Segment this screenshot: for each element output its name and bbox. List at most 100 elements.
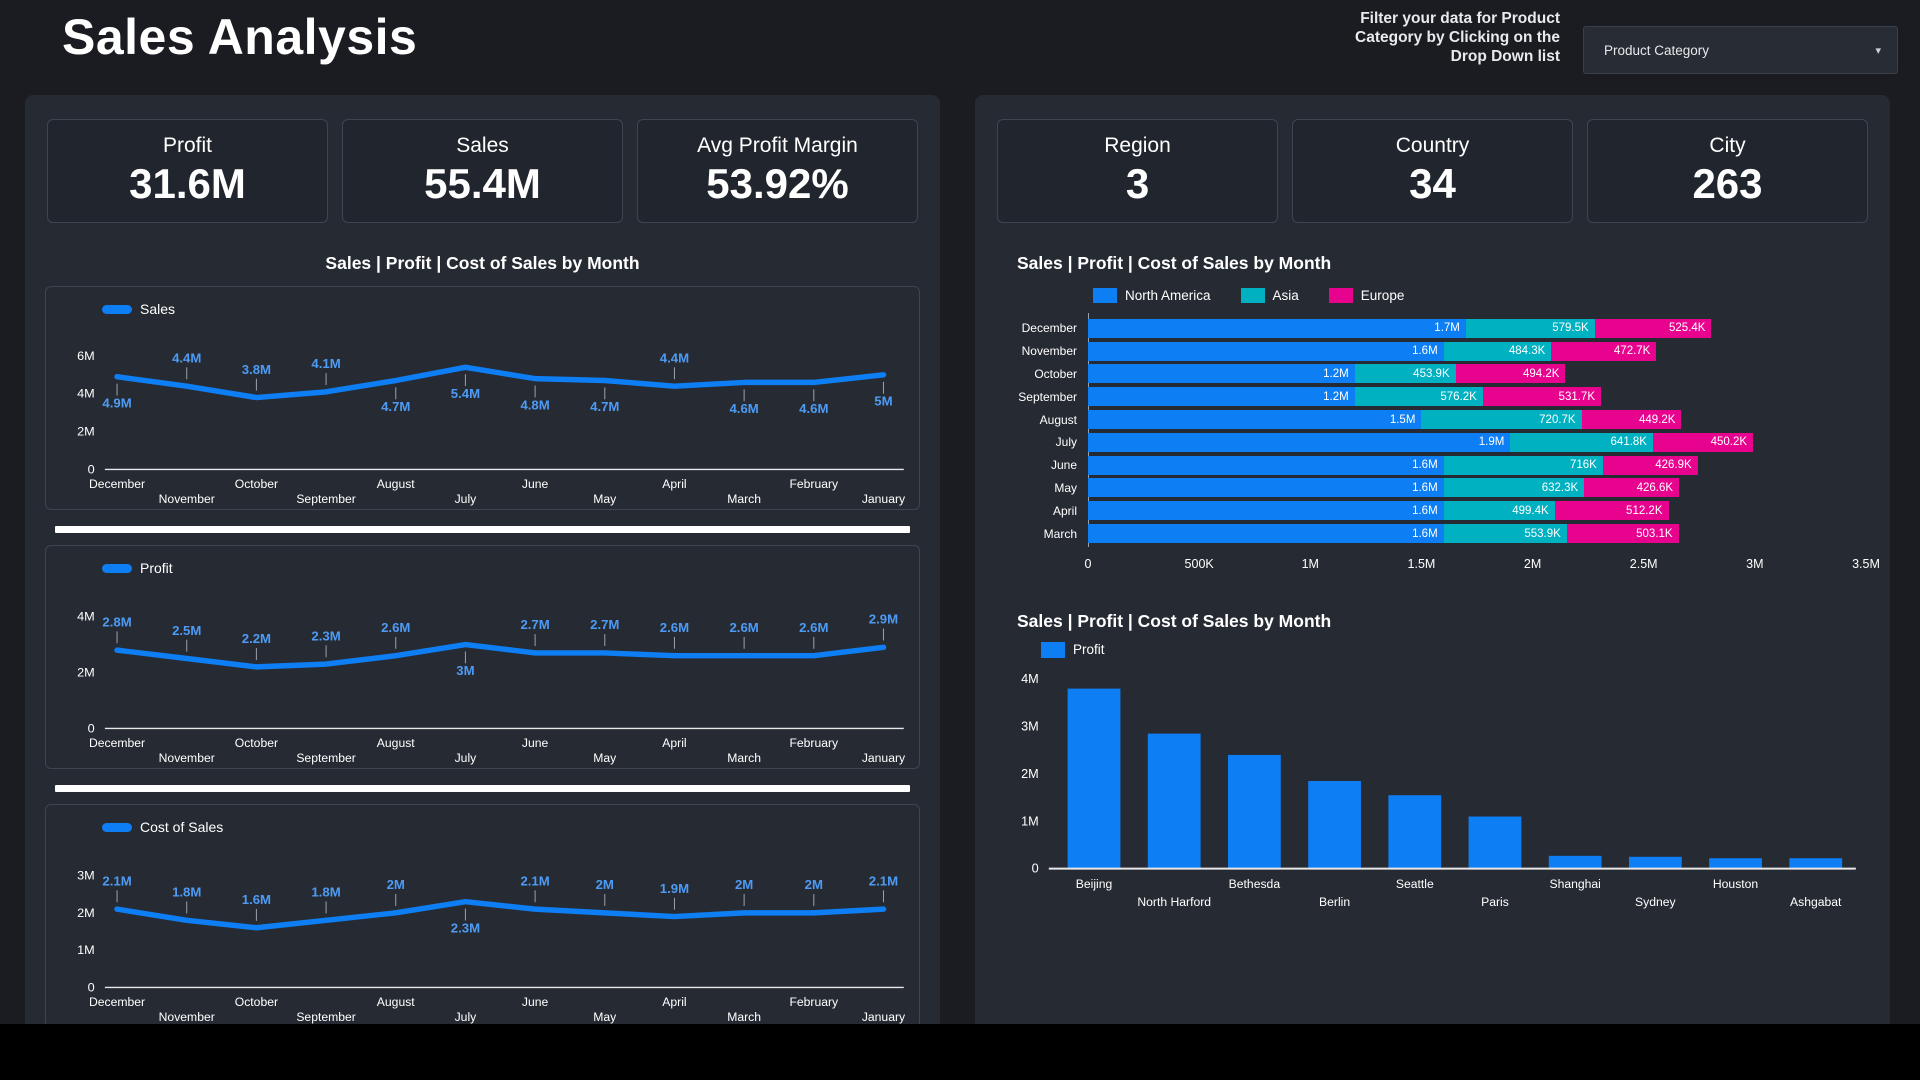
bar-segment[interactable]: 632.3K [1443, 478, 1585, 498]
data-label: 4.4M [660, 351, 689, 366]
bar-houston[interactable] [1709, 858, 1762, 869]
bar-shanghai[interactable] [1548, 855, 1602, 869]
segment-value-label: 494.2K [1523, 367, 1560, 380]
bar-bethesda[interactable] [1227, 754, 1281, 869]
kpi-card-region: Region 3 [997, 119, 1278, 223]
data-label: 4.6M [729, 401, 758, 416]
bar-segment[interactable]: 450.2K [1652, 432, 1754, 452]
bar-sydney[interactable] [1628, 856, 1682, 869]
bar-segment[interactable]: 426.6K [1584, 478, 1680, 498]
bar-segment[interactable]: 1.6M [1088, 524, 1444, 544]
bar-segment[interactable]: 641.8K [1510, 432, 1653, 452]
bar-track: 1.9M 641.8K 450.2K [1088, 432, 1866, 452]
x-axis-tick: July [455, 492, 477, 506]
bar-segment[interactable]: 1.7M [1088, 318, 1466, 338]
line-series[interactable] [114, 364, 887, 401]
legend-item-sales[interactable]: Sales [102, 301, 175, 317]
bar-beijing[interactable] [1067, 688, 1121, 869]
bar-segment[interactable]: 453.9K [1354, 364, 1456, 384]
segment-value-label: 531.7K [1558, 390, 1595, 403]
legend-item-cost-of-sales[interactable]: Cost of Sales [102, 819, 223, 835]
segment-value-label: 579.5K [1552, 322, 1589, 335]
data-label: 2M [805, 877, 823, 892]
legend-swatch [1328, 288, 1353, 303]
bar-segment[interactable]: 503.1K [1566, 524, 1679, 544]
bar-segment[interactable]: 579.5K [1465, 318, 1595, 338]
x-axis-tick: April [662, 995, 686, 1009]
bar-segment[interactable]: 553.9K [1443, 524, 1567, 544]
x-axis-tick: February [789, 736, 838, 750]
x-axis-tick: October [235, 477, 278, 491]
bar-segment[interactable]: 525.4K [1594, 318, 1712, 338]
bar-paris[interactable] [1468, 816, 1522, 869]
kpi-value: 53.92% [706, 160, 849, 207]
data-label: 2.6M [729, 620, 758, 635]
x-axis-tick: March [727, 1010, 761, 1024]
bar-segment[interactable]: 484.3K [1443, 341, 1552, 361]
legend-swatch [102, 563, 132, 573]
segment-value-label: 1.2M [1323, 390, 1349, 403]
segment-value-label: 1.6M [1412, 504, 1438, 517]
data-label: 2M [596, 877, 614, 892]
bar-segment[interactable]: 1.6M [1088, 341, 1444, 361]
segment-value-label: 1.6M [1412, 459, 1438, 472]
legend-item-europe[interactable]: Europe [1328, 288, 1404, 303]
x-axis-tick: North Harford [1137, 895, 1211, 909]
bar-north-harford[interactable] [1147, 733, 1201, 869]
bar-segment[interactable]: 472.7K [1551, 341, 1657, 361]
product-category-dropdown[interactable]: Product Category ▾ [1583, 26, 1898, 74]
kpi-value: 263 [1692, 160, 1763, 207]
bar-berlin[interactable] [1308, 780, 1361, 869]
bar-segment[interactable]: 1.6M [1088, 501, 1444, 521]
bar-segment[interactable]: 720.7K [1421, 410, 1582, 430]
y-axis-tick: 2M [77, 906, 95, 920]
bar-segment[interactable]: 449.2K [1581, 410, 1682, 430]
x-axis-tick: Bethesda [1229, 877, 1281, 891]
bar-segment[interactable]: 512.2K [1554, 501, 1669, 521]
bar-segment[interactable]: 1.6M [1088, 478, 1444, 498]
data-label: 2.6M [660, 620, 689, 635]
x-axis-tick: Paris [1481, 895, 1509, 909]
x-axis-tick: June [522, 736, 549, 750]
data-label: 2.2M [242, 631, 271, 646]
bar-segment[interactable]: 1.2M [1088, 387, 1355, 407]
legend-item-profit[interactable]: Profit [102, 560, 173, 576]
x-axis-tick: September [296, 492, 356, 506]
legend-label: Cost of Sales [140, 819, 224, 835]
category-label: July [1055, 435, 1077, 450]
kpi-value: 31.6M [129, 160, 246, 207]
bar-segment[interactable]: 531.7K [1482, 387, 1601, 407]
bar-segment[interactable]: 1.2M [1088, 364, 1355, 384]
bar-seattle[interactable] [1388, 795, 1442, 869]
right-kpi-row: Region 3 Country 34 City 263 [975, 95, 1890, 223]
legend-item-north-america[interactable]: North America [1093, 288, 1211, 303]
bar-ashgabat[interactable] [1789, 858, 1843, 869]
kpi-label: Country [1395, 134, 1470, 157]
line-series[interactable] [114, 898, 887, 931]
segment-value-label: 632.3K [1541, 481, 1579, 494]
bar-segment[interactable]: 1.5M [1088, 410, 1422, 430]
x-axis-tick: Beijing [1076, 877, 1113, 891]
bar-segment[interactable]: 1.6M [1088, 455, 1444, 475]
data-label: 4.7M [590, 399, 619, 414]
bar-segment[interactable]: 716K [1443, 455, 1603, 475]
legend-item-profit[interactable]: Profit [1041, 641, 1866, 658]
y-axis-line [1088, 313, 1089, 547]
bar-segment[interactable]: 499.4K [1443, 501, 1555, 521]
bar-segment[interactable]: 576.2K [1354, 387, 1483, 407]
bar-segment[interactable]: 1.9M [1088, 432, 1511, 452]
bar-segment[interactable]: 494.2K [1455, 364, 1566, 384]
bar-segment[interactable]: 426.9K [1602, 455, 1698, 475]
segment-value-label: 503.1K [1636, 527, 1673, 540]
legend-swatch [1093, 288, 1117, 303]
segment-value-label: 576.2K [1440, 390, 1477, 403]
x-axis-tick: December [89, 477, 145, 491]
y-axis-tick: 1M [1021, 814, 1039, 828]
x-axis-tick: November [159, 1010, 215, 1024]
legend-item-asia[interactable]: Asia [1240, 288, 1299, 303]
category-label: October [1034, 366, 1077, 381]
segment-value-label: 553.9K [1524, 527, 1561, 540]
line-series[interactable] [114, 641, 887, 670]
bottom-bar [0, 1024, 1920, 1052]
stacked-row-march: March 1.6M 553.9K 503.1K [993, 522, 1866, 545]
